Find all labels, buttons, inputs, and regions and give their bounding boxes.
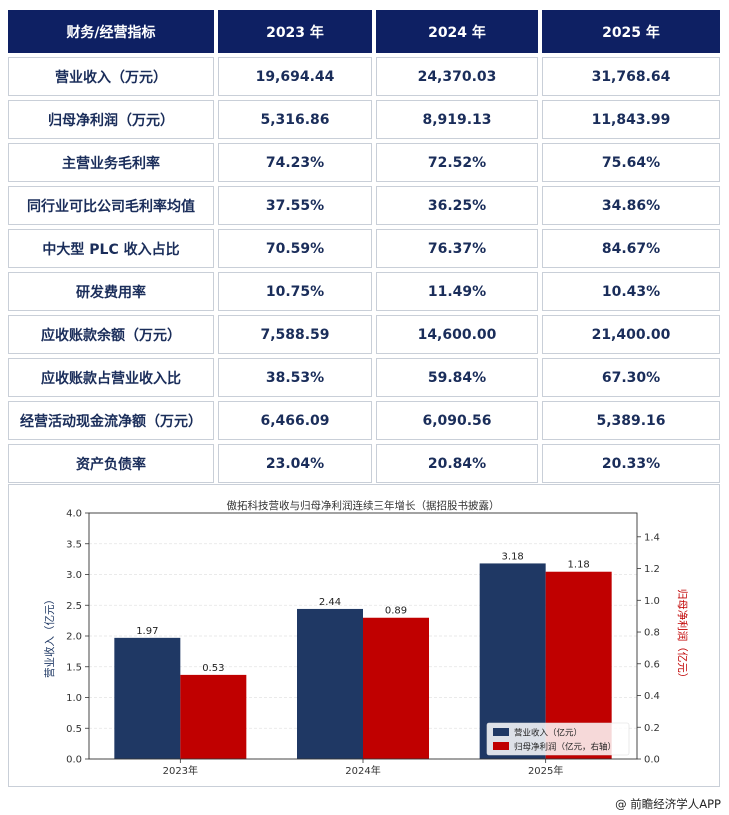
table-cell: 5,389.16: [542, 401, 720, 440]
row-label: 应收账款余额（万元）: [8, 315, 214, 354]
y2-tick-label: 1.0: [644, 596, 660, 607]
table-cell: 76.37%: [376, 229, 538, 268]
table-cell: 6,466.09: [218, 401, 372, 440]
table-cell: 23.04%: [218, 444, 372, 483]
profit-bar: [363, 617, 429, 759]
row-label: 经营活动现金流净额（万元）: [8, 401, 214, 440]
y-axis-label: 营业收入（亿元）: [43, 594, 56, 678]
table-cell: 31,768.64: [542, 57, 720, 96]
y-tick-label: 0.0: [66, 755, 82, 766]
legend-label: 归母净利润（亿元，右轴）: [514, 742, 616, 753]
y2-axis-label: 归母净利润（亿元）: [676, 589, 689, 684]
profit-bar: [180, 674, 247, 759]
chart-panel: 傲拓科技营收与归母净利润连续三年增长（据招股书披露） 0.0 0.5 1.0 1.5 2…: [8, 484, 720, 787]
bar-value-label: 3.18: [502, 551, 524, 562]
revenue-bar: [297, 608, 363, 759]
table-cell: 14,600.00: [376, 315, 538, 354]
table-cell: 7,588.59: [218, 315, 372, 354]
bar-value-label: 2.44: [319, 597, 341, 608]
table-cell: 11.49%: [376, 272, 538, 311]
row-label: 研发费用率: [8, 272, 214, 311]
y2-tick-label: 1.4: [644, 532, 660, 543]
y2-tick-label: 0.0: [644, 755, 660, 766]
revenue-bar: [114, 637, 181, 759]
x-tick-label: 2023年: [163, 764, 198, 777]
table-cell: 21,400.00: [542, 315, 720, 354]
y-tick-label: 0.5: [66, 724, 82, 735]
source-credit: @ 前瞻经济学人APP: [615, 797, 721, 811]
table-cell: 10.75%: [218, 272, 372, 311]
y-tick-label: 4.0: [66, 509, 82, 520]
table-cell: 11,843.99: [542, 100, 720, 139]
row-label: 中大型 PLC 收入占比: [8, 229, 214, 268]
table-cell: 37.55%: [218, 186, 372, 225]
bar-value-label: 0.53: [202, 663, 224, 674]
table-header-year: 2024 年: [376, 10, 538, 53]
table-cell: 59.84%: [376, 358, 538, 397]
legend-swatch: [493, 742, 509, 750]
table-cell: 24,370.03: [376, 57, 538, 96]
y2-tick-label: 0.6: [644, 659, 660, 670]
table-cell: 72.52%: [376, 143, 538, 182]
row-label: 营业收入（万元）: [8, 57, 214, 96]
table-header-year: 2025 年: [542, 10, 720, 53]
row-label: 同行业可比公司毛利率均值: [8, 186, 214, 225]
legend-swatch: [493, 728, 509, 736]
chart-title: 傲拓科技营收与归母净利润连续三年增长（据招股书披露）: [227, 499, 500, 512]
legend-box: [486, 722, 630, 756]
table-cell: 75.64%: [542, 143, 720, 182]
table-cell: 19,694.44: [218, 57, 372, 96]
table-cell: 5,316.86: [218, 100, 372, 139]
y-tick-label: 3.5: [66, 539, 82, 550]
y-tick-label: 1.5: [66, 662, 82, 673]
table-cell: 67.30%: [542, 358, 720, 397]
table-cell: 20.84%: [376, 444, 538, 483]
row-label: 资产负债率: [8, 444, 214, 483]
plot-frame: [88, 512, 638, 760]
table-header-year: 2023 年: [218, 10, 372, 53]
y2-tick-label: 0.2: [644, 723, 660, 734]
y-tick-label: 1.0: [66, 693, 82, 704]
y2-tick-label: 0.8: [644, 628, 660, 639]
table-cell: 38.53%: [218, 358, 372, 397]
x-tick-label: 2024年: [345, 764, 380, 777]
table-cell: 84.67%: [542, 229, 720, 268]
table-cell: 74.23%: [218, 143, 372, 182]
bar-value-label: 1.18: [568, 560, 590, 571]
y-tick-label: 2.5: [66, 601, 82, 612]
y-tick-label: 3.0: [66, 570, 82, 581]
x-tick-label: 2025年: [528, 764, 563, 777]
legend-label: 营业收入（亿元）: [514, 728, 582, 739]
y-tick-label: 2.0: [66, 632, 82, 643]
table-cell: 6,090.56: [376, 401, 538, 440]
bar-value-label: 1.97: [136, 626, 158, 637]
row-label: 归母净利润（万元）: [8, 100, 214, 139]
bar-chart: 傲拓科技营收与归母净利润连续三年增长（据招股书披露） 0.0 0.5 1.0 1.5 2…: [43, 499, 689, 777]
table-cell: 10.43%: [542, 272, 720, 311]
y2-tick-label: 1.2: [644, 564, 660, 575]
table-cell: 70.59%: [218, 229, 372, 268]
table-cell: 36.25%: [376, 186, 538, 225]
table-cell: 20.33%: [542, 444, 720, 483]
data-table: 财务/经营指标 2023 年 2024 年 2025 年营业收入（万元） 19,694.…: [8, 10, 720, 483]
table-header-metric: 财务/经营指标: [8, 10, 214, 53]
y2-tick-label: 0.4: [644, 691, 660, 702]
table-cell: 34.86%: [542, 186, 720, 225]
row-label: 应收账款占营业收入比: [8, 358, 214, 397]
table-cell: 8,919.13: [376, 100, 538, 139]
row-label: 主营业务毛利率: [8, 143, 214, 182]
bar-value-label: 0.89: [385, 606, 407, 617]
